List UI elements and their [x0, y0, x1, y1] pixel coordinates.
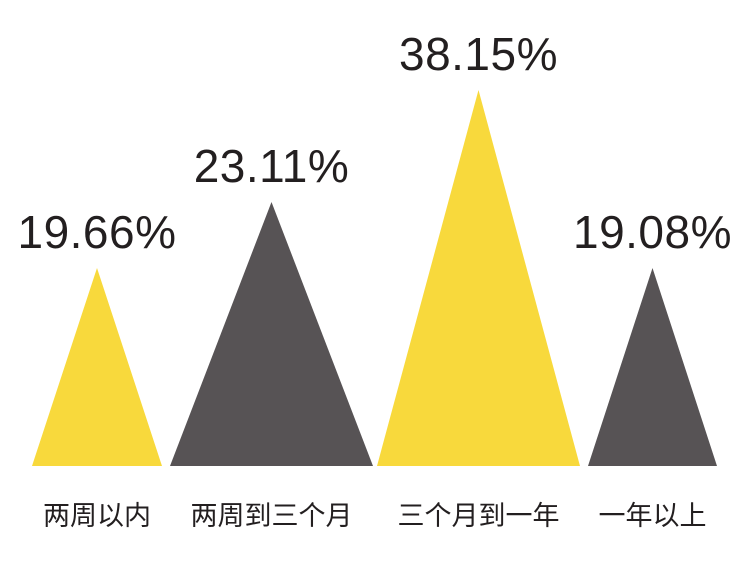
value-label: 23.11%	[194, 140, 350, 192]
value-label: 38.15%	[399, 28, 558, 80]
category-label: 两周到三个月	[191, 501, 353, 531]
category-label: 三个月到一年	[398, 501, 560, 531]
triangle-bar	[32, 268, 162, 466]
series-point-1: 23.11% 两周到三个月	[170, 140, 373, 531]
category-label: 两周以内	[43, 501, 151, 531]
category-label: 一年以上	[599, 501, 707, 531]
value-label: 19.08%	[573, 206, 732, 258]
triangle-bar	[588, 268, 717, 466]
series-point-3: 19.08% 一年以上	[573, 206, 732, 531]
series-point-0: 19.66% 两周以内	[17, 206, 176, 531]
triangle-bar	[170, 202, 373, 466]
triangle-bar	[377, 90, 580, 466]
series-point-2: 38.15% 三个月到一年	[377, 28, 580, 531]
value-label: 19.66%	[17, 206, 176, 258]
